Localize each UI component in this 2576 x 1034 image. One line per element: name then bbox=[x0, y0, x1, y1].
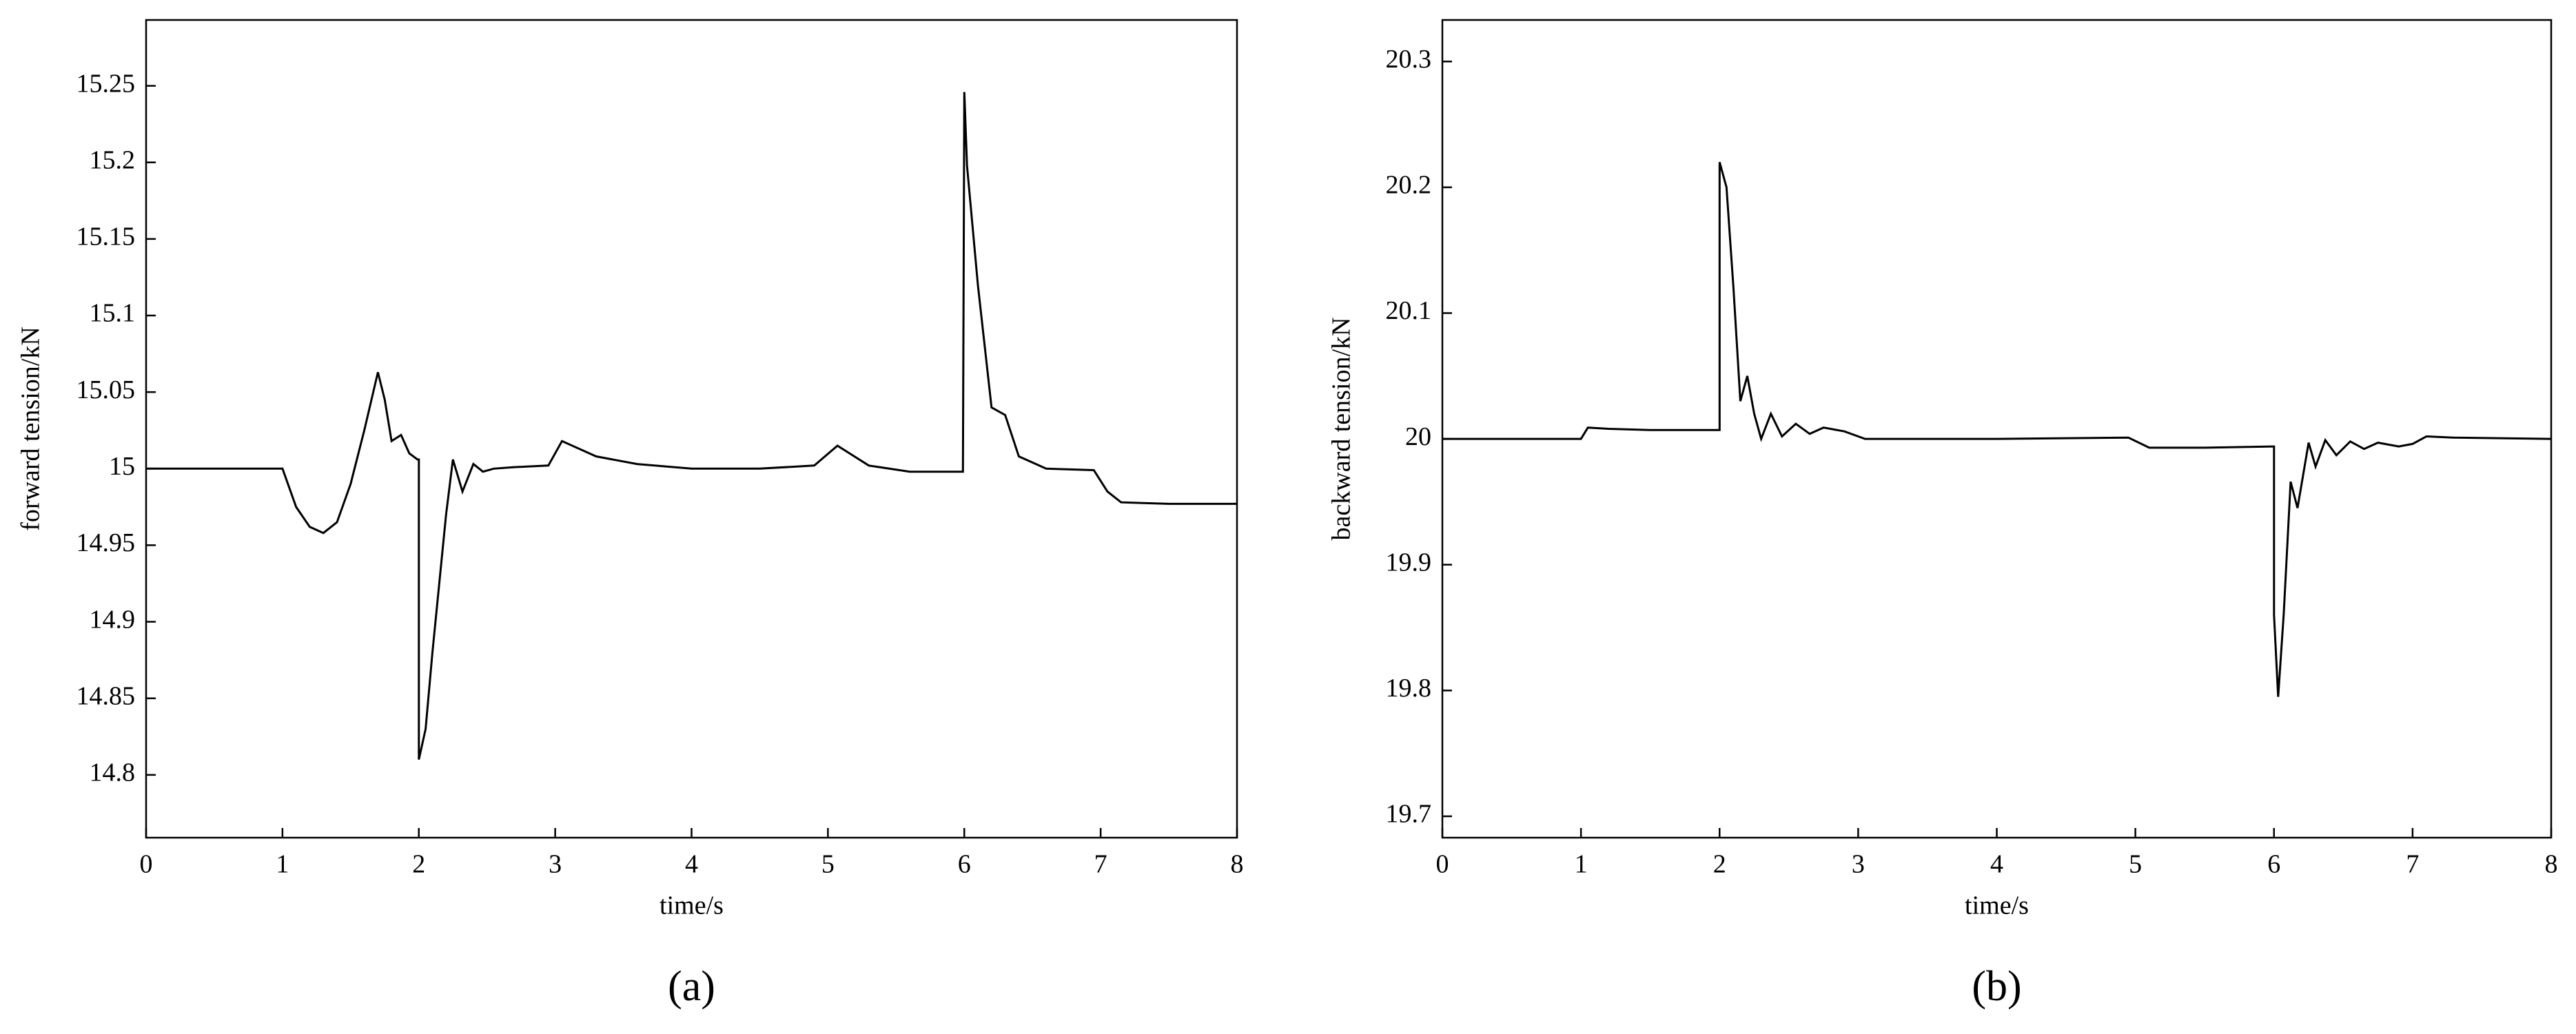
y-tick-label: 14.95 bbox=[76, 528, 136, 557]
y-tick-label: 19.7 bbox=[1386, 800, 1432, 829]
y-tick-label: 15.05 bbox=[76, 375, 136, 404]
x-tick-label: 1 bbox=[1575, 850, 1588, 879]
x-tick-label: 6 bbox=[2267, 850, 2280, 879]
x-tick-label: 3 bbox=[549, 850, 562, 879]
y-tick-label: 15 bbox=[109, 452, 135, 481]
y-tick-label: 15.25 bbox=[76, 69, 136, 98]
y-tick-label: 20.1 bbox=[1386, 296, 1432, 325]
y-tick-label: 14.85 bbox=[76, 681, 136, 710]
x-tick-label: 7 bbox=[2406, 850, 2419, 879]
x-tick-label: 5 bbox=[2129, 850, 2142, 879]
y-tick-label: 14.9 bbox=[90, 605, 136, 634]
y-tick-label: 20 bbox=[1405, 422, 1431, 451]
y-tick-label: 20.3 bbox=[1386, 45, 1432, 74]
x-tick-label: 4 bbox=[1990, 850, 2003, 879]
x-tick-label: 4 bbox=[685, 850, 698, 879]
y-axis-label: forward tension/kN bbox=[17, 327, 45, 531]
x-axis-label: time/s bbox=[1965, 891, 2029, 920]
x-tick-label: 1 bbox=[276, 850, 289, 879]
x-tick-label: 0 bbox=[140, 850, 153, 879]
y-tick-label: 15.15 bbox=[76, 223, 136, 251]
y-tick-label: 15.2 bbox=[90, 145, 136, 174]
data-line bbox=[1442, 162, 2552, 697]
y-tick-label: 19.9 bbox=[1386, 548, 1432, 577]
x-tick-label: 0 bbox=[1436, 850, 1449, 879]
y-tick-label: 19.8 bbox=[1386, 674, 1432, 703]
panel-caption: (b) bbox=[1972, 963, 2021, 1010]
data-line bbox=[146, 92, 1237, 760]
x-tick-label: 2 bbox=[1713, 850, 1726, 879]
y-axis-label: backward tension/kN bbox=[1327, 318, 1356, 541]
x-tick-label: 3 bbox=[1852, 850, 1865, 879]
x-tick-label: 8 bbox=[2545, 850, 2558, 879]
y-tick-label: 14.8 bbox=[90, 758, 136, 787]
x-tick-label: 8 bbox=[1231, 850, 1244, 879]
x-axis-label: time/s bbox=[660, 891, 724, 920]
x-tick-label: 5 bbox=[821, 850, 835, 879]
y-tick-label: 20.2 bbox=[1386, 171, 1432, 200]
x-tick-label: 7 bbox=[1094, 850, 1107, 879]
plot-frame bbox=[145, 19, 1238, 839]
x-tick-label: 6 bbox=[958, 850, 971, 879]
panel-caption: (a) bbox=[668, 963, 715, 1010]
x-tick-label: 2 bbox=[412, 850, 425, 879]
y-tick-label: 15.1 bbox=[90, 299, 136, 328]
